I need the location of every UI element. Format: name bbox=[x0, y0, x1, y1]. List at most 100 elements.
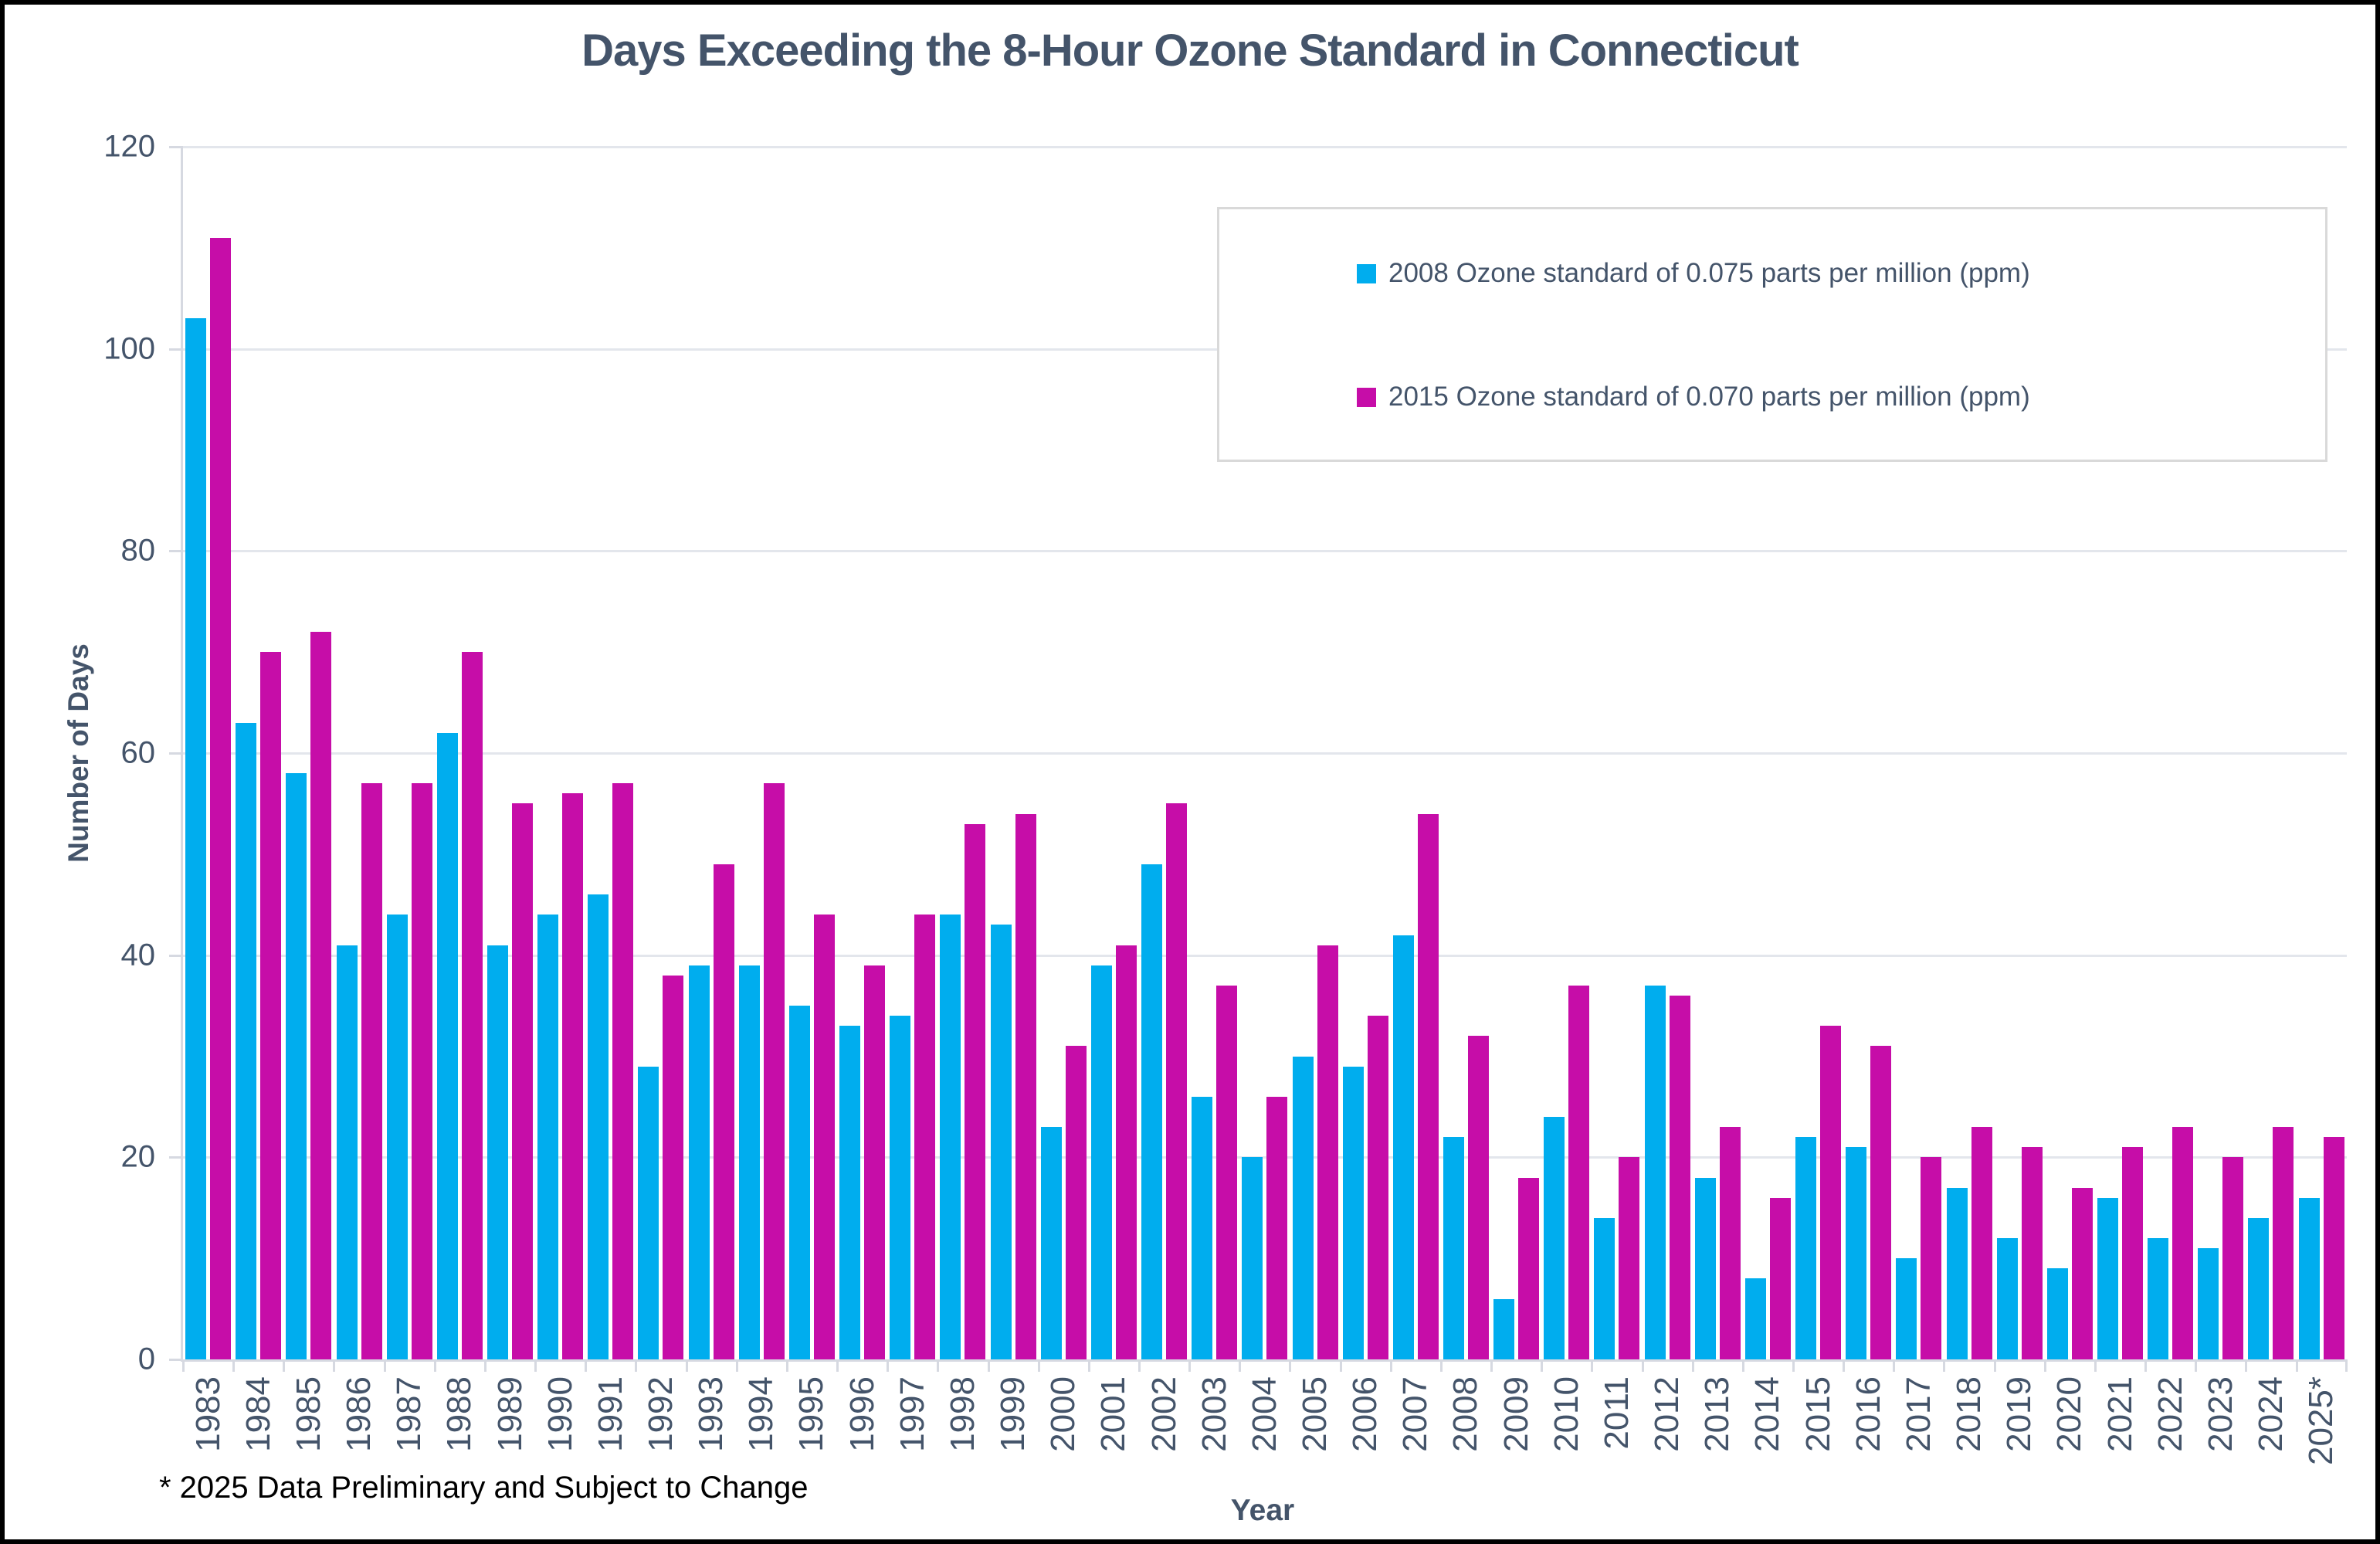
x-tick-label-1983: 1983 bbox=[188, 1376, 227, 1452]
bar-2015-2019 bbox=[2021, 1147, 2043, 1359]
x-axis-tick bbox=[232, 1359, 236, 1372]
bar-2008-2011 bbox=[1594, 1217, 1615, 1359]
y-axis-tick-40 bbox=[169, 954, 183, 957]
category-group-2018: 2018 bbox=[1943, 147, 1994, 1452]
bar-2015-2021 bbox=[2122, 1147, 2144, 1359]
bar-2015-1983 bbox=[210, 237, 232, 1359]
x-tick-label-1999: 1999 bbox=[994, 1376, 1032, 1452]
legend-swatch-2008-standard-icon bbox=[1357, 263, 1376, 283]
bar-2008-2012 bbox=[1644, 985, 1666, 1359]
bar-2015-2010 bbox=[1568, 985, 1590, 1359]
x-tick-label-2017: 2017 bbox=[1899, 1376, 1938, 1452]
bar-2015-2007 bbox=[1417, 813, 1439, 1359]
x-axis-tick bbox=[182, 1359, 185, 1372]
x-tick-label-2003: 2003 bbox=[1195, 1376, 1233, 1452]
x-tick-label-1986: 1986 bbox=[340, 1376, 378, 1452]
bar-2008-2019 bbox=[1996, 1238, 2018, 1359]
x-axis-tick bbox=[2195, 1359, 2198, 1372]
x-tick-label-2022: 2022 bbox=[2151, 1376, 2189, 1452]
x-tick-label-1989: 1989 bbox=[490, 1376, 529, 1452]
category-group-2010: 2010 bbox=[1541, 147, 1592, 1452]
legend-item-2015-standard: 2015 Ozone standard of 0.070 parts per m… bbox=[1357, 378, 2030, 416]
bar-2015-2001 bbox=[1115, 945, 1137, 1359]
bar-2008-2025* bbox=[2298, 1197, 2320, 1359]
bar-2008-2013 bbox=[1694, 1177, 1716, 1359]
x-axis-tick bbox=[2094, 1359, 2097, 1372]
bar-2008-1994 bbox=[738, 965, 760, 1359]
x-axis-title: Year bbox=[1230, 1494, 1295, 1527]
bar-2008-1995 bbox=[788, 1006, 810, 1359]
x-axis-tick bbox=[1641, 1359, 1644, 1372]
category-group-1986: 1986 bbox=[333, 147, 384, 1452]
x-tick-label-2010: 2010 bbox=[1547, 1376, 1585, 1452]
category-group-2023: 2023 bbox=[2195, 147, 2246, 1452]
category-group-1993: 1993 bbox=[685, 147, 737, 1452]
bar-2015-2022 bbox=[2172, 1127, 2194, 1359]
x-axis-tick bbox=[836, 1359, 839, 1372]
x-axis-tick bbox=[2144, 1359, 2148, 1372]
bar-2008-1984 bbox=[236, 722, 257, 1359]
x-axis-tick bbox=[1993, 1359, 1996, 1372]
x-axis-tick bbox=[2043, 1359, 2046, 1372]
bar-2008-2003 bbox=[1192, 1096, 1213, 1359]
bar-2008-2018 bbox=[1946, 1187, 1968, 1359]
x-tick-label-2000: 2000 bbox=[1044, 1376, 1083, 1452]
category-group-1989: 1989 bbox=[483, 147, 535, 1452]
legend-label-2008-standard: 2008 Ozone standard of 0.075 parts per m… bbox=[1388, 258, 2030, 288]
bar-2008-2024 bbox=[2248, 1217, 2270, 1359]
x-tick-label-2004: 2004 bbox=[1245, 1376, 1283, 1452]
bar-2008-2004 bbox=[1242, 1157, 1263, 1359]
x-tick-label-2015: 2015 bbox=[1799, 1376, 1837, 1452]
category-group-1985: 1985 bbox=[283, 147, 334, 1452]
category-group-2004: 2004 bbox=[1239, 147, 1290, 1452]
bar-2015-1991 bbox=[612, 783, 634, 1359]
category-group-1999: 1999 bbox=[987, 147, 1039, 1452]
bar-2015-2003 bbox=[1216, 985, 1238, 1359]
category-group-1991: 1991 bbox=[585, 147, 636, 1452]
bar-2015-2012 bbox=[1669, 996, 1690, 1359]
x-axis-tick bbox=[887, 1359, 890, 1372]
category-group-2014: 2014 bbox=[1741, 147, 1793, 1452]
category-group-2015: 2015 bbox=[1792, 147, 1843, 1452]
x-axis-tick bbox=[383, 1359, 386, 1372]
x-tick-label-2007: 2007 bbox=[1396, 1376, 1435, 1452]
category-group-2013: 2013 bbox=[1691, 147, 1743, 1452]
bar-2008-1988 bbox=[436, 732, 458, 1359]
bar-2015-1988 bbox=[461, 652, 483, 1359]
x-axis-tick bbox=[1389, 1359, 1392, 1372]
category-group-1998: 1998 bbox=[937, 147, 988, 1452]
bar-2008-2006 bbox=[1342, 1066, 1364, 1359]
x-axis-tick bbox=[1188, 1359, 1192, 1372]
chart-title: Days Exceeding the 8-Hour Ozone Standard… bbox=[581, 25, 1799, 76]
x-axis-tick bbox=[1943, 1359, 1946, 1372]
bar-2015-2009 bbox=[1518, 1177, 1540, 1359]
x-axis-tick bbox=[1843, 1359, 1846, 1372]
bar-2008-1992 bbox=[638, 1066, 659, 1359]
bar-2008-1997 bbox=[890, 1016, 911, 1359]
bar-2008-2014 bbox=[1744, 1278, 1766, 1359]
category-group-2017: 2017 bbox=[1893, 147, 1944, 1452]
y-axis-tick-80 bbox=[169, 550, 183, 553]
x-axis-tick bbox=[2245, 1359, 2248, 1372]
bar-2015-2024 bbox=[2273, 1127, 2294, 1359]
bar-2008-1987 bbox=[386, 915, 408, 1359]
bar-2015-2013 bbox=[1719, 1127, 1741, 1359]
bar-2015-1990 bbox=[562, 793, 584, 1359]
y-tick-label-60: 60 bbox=[120, 735, 156, 770]
x-tick-label-2018: 2018 bbox=[1950, 1376, 1988, 1452]
x-axis-tick bbox=[1490, 1359, 1493, 1372]
x-tick-label-2011: 2011 bbox=[1597, 1376, 1636, 1450]
bar-2015-2020 bbox=[2071, 1187, 2093, 1359]
bar-2008-1991 bbox=[588, 894, 609, 1359]
x-axis-tick bbox=[1893, 1359, 1896, 1372]
category-group-2019: 2019 bbox=[1993, 147, 2045, 1452]
x-axis-tick bbox=[1439, 1359, 1443, 1372]
plot-area: 0 20 40 60 80 100 120 1983 1984 1985 1986 1987 1988 1… bbox=[103, 130, 2348, 1465]
bar-2015-2006 bbox=[1367, 1016, 1388, 1359]
category-group-2022: 2022 bbox=[2144, 147, 2195, 1452]
x-tick-label-1993: 1993 bbox=[692, 1376, 731, 1452]
x-tick-label-1994: 1994 bbox=[742, 1376, 781, 1452]
bar-2015-1997 bbox=[914, 915, 936, 1359]
y-gridline-120 bbox=[183, 146, 2347, 148]
x-tick-label-1996: 1996 bbox=[842, 1376, 881, 1452]
